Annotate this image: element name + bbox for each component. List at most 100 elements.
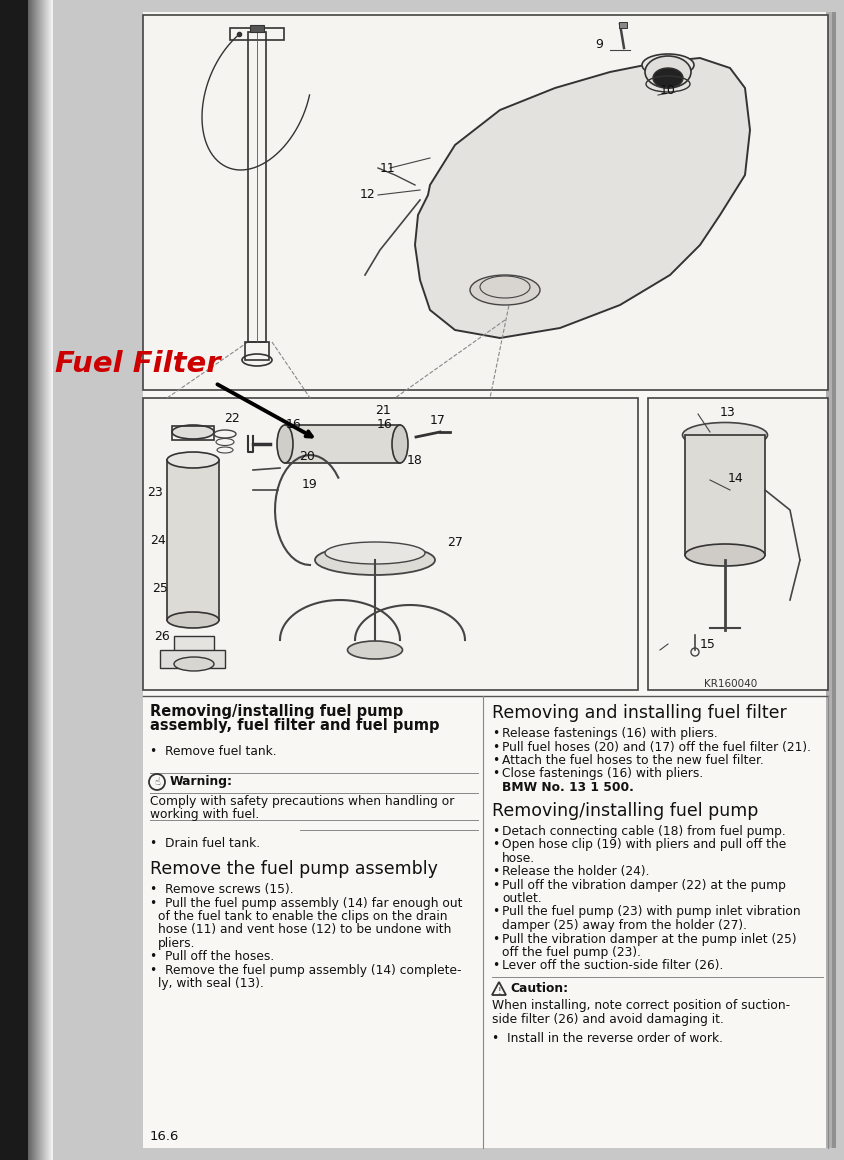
Text: 16: 16	[286, 418, 301, 430]
Bar	[31, 0, 32, 1160]
Bar	[36, 0, 37, 1160]
Bar	[30, 0, 31, 1160]
Bar	[32, 0, 33, 1160]
Text: of the fuel tank to enable the clips on the drain: of the fuel tank to enable the clips on …	[158, 909, 447, 923]
Text: •  Install in the reverse order of work.: • Install in the reverse order of work.	[491, 1032, 722, 1045]
Ellipse shape	[682, 422, 766, 448]
Text: working with fuel.: working with fuel.	[150, 809, 259, 821]
Ellipse shape	[315, 545, 435, 575]
Bar	[43, 0, 44, 1160]
Text: Warning:: Warning:	[170, 775, 233, 788]
Text: Close fastenings (16) with pliers.: Close fastenings (16) with pliers.	[501, 768, 702, 781]
Bar	[48, 0, 49, 1160]
Text: !: !	[496, 986, 500, 995]
Text: •: •	[491, 768, 499, 781]
Text: 26: 26	[154, 630, 170, 643]
Text: Pull fuel hoses (20) and (17) off the fuel filter (21).: Pull fuel hoses (20) and (17) off the fu…	[501, 740, 810, 754]
Text: •  Pull off the hoses.: • Pull off the hoses.	[150, 950, 274, 964]
Bar	[49, 0, 50, 1160]
Polygon shape	[414, 58, 749, 338]
Text: hose.: hose.	[501, 851, 534, 864]
Bar	[35, 0, 36, 1160]
Text: •  Drain fuel tank.: • Drain fuel tank.	[150, 838, 260, 850]
Text: 22: 22	[224, 412, 240, 425]
Bar	[619, 22, 626, 28]
Text: 20: 20	[299, 450, 315, 464]
Text: 11: 11	[380, 161, 395, 174]
Text: •: •	[491, 727, 499, 740]
Ellipse shape	[167, 612, 219, 628]
Bar	[51, 0, 52, 1160]
Text: 9: 9	[594, 38, 602, 51]
Text: hose (11) and vent hose (12) to be undone with: hose (11) and vent hose (12) to be undon…	[158, 923, 451, 936]
Text: Pull off the vibration damper (22) at the pump: Pull off the vibration damper (22) at th…	[501, 878, 785, 892]
Text: Removing/installing fuel pump: Removing/installing fuel pump	[150, 704, 403, 719]
Ellipse shape	[469, 275, 539, 305]
Bar	[39, 0, 40, 1160]
Ellipse shape	[277, 425, 293, 463]
Text: •: •	[491, 906, 499, 919]
Bar	[46, 0, 47, 1160]
Text: 10: 10	[659, 84, 675, 96]
Text: 12: 12	[360, 188, 376, 202]
Text: Open hose clip (19) with pliers and pull off the: Open hose clip (19) with pliers and pull…	[501, 838, 785, 851]
Text: BMW No. 13 1 500.: BMW No. 13 1 500.	[501, 781, 633, 793]
Text: •: •	[491, 825, 499, 838]
Bar	[250, 26, 263, 32]
Bar	[52, 0, 53, 1160]
Text: 25: 25	[152, 581, 168, 594]
Text: 16.6: 16.6	[150, 1130, 179, 1143]
Text: side filter (26) and avoid damaging it.: side filter (26) and avoid damaging it.	[491, 1013, 723, 1025]
Bar	[34, 0, 35, 1160]
Bar	[29, 0, 30, 1160]
Text: •  Remove the fuel pump assembly (14) complete-: • Remove the fuel pump assembly (14) com…	[150, 964, 461, 977]
Bar	[284, 425, 399, 463]
Text: 23: 23	[147, 486, 163, 499]
Bar	[28, 0, 29, 1160]
Text: 15: 15	[699, 638, 715, 651]
Bar	[825, 12, 831, 1148]
Text: Pull the vibration damper at the pump inlet (25): Pull the vibration damper at the pump in…	[501, 933, 796, 945]
Bar	[143, 15, 827, 390]
Bar	[245, 342, 268, 360]
Bar	[831, 12, 835, 1148]
Text: damper (25) away from the holder (27).: damper (25) away from the holder (27).	[501, 919, 746, 931]
Text: Remove the fuel pump assembly: Remove the fuel pump assembly	[150, 860, 437, 878]
Bar	[42, 0, 43, 1160]
Bar	[38, 0, 39, 1160]
Ellipse shape	[172, 425, 214, 438]
Ellipse shape	[644, 56, 690, 88]
Ellipse shape	[392, 425, 408, 463]
Bar	[247, 32, 266, 342]
Text: •  Remove screws (15).: • Remove screws (15).	[150, 883, 293, 896]
Text: •  Remove fuel tank.: • Remove fuel tank.	[150, 745, 276, 757]
Bar	[50, 0, 51, 1160]
Text: •: •	[491, 740, 499, 754]
Bar	[0, 0, 28, 1160]
Text: Attach the fuel hoses to the new fuel filter.: Attach the fuel hoses to the new fuel fi…	[501, 754, 763, 767]
Ellipse shape	[641, 55, 693, 77]
Bar	[40, 0, 41, 1160]
Ellipse shape	[652, 68, 682, 88]
Ellipse shape	[684, 544, 764, 566]
Bar	[684, 435, 764, 554]
Text: •: •	[491, 878, 499, 892]
Text: When installing, note correct position of suction-: When installing, note correct position o…	[491, 999, 789, 1012]
Bar	[647, 398, 827, 690]
Text: ☝: ☝	[154, 777, 160, 786]
Text: •: •	[491, 838, 499, 851]
Text: Removing/installing fuel pump: Removing/installing fuel pump	[491, 803, 757, 820]
Text: pliers.: pliers.	[158, 937, 195, 950]
Text: Release fastenings (16) with pliers.: Release fastenings (16) with pliers.	[501, 727, 717, 740]
Text: 14: 14	[728, 471, 743, 485]
Text: 27: 27	[446, 536, 463, 549]
Bar	[230, 28, 284, 39]
Text: •: •	[491, 865, 499, 878]
Text: Release the holder (24).: Release the holder (24).	[501, 865, 649, 878]
Text: Detach connecting cable (18) from fuel pump.: Detach connecting cable (18) from fuel p…	[501, 825, 785, 838]
Text: •: •	[491, 933, 499, 945]
Ellipse shape	[167, 452, 219, 467]
Bar	[44, 0, 45, 1160]
Text: off the fuel pump (23).: off the fuel pump (23).	[501, 947, 641, 959]
Text: outlet.: outlet.	[501, 892, 541, 905]
